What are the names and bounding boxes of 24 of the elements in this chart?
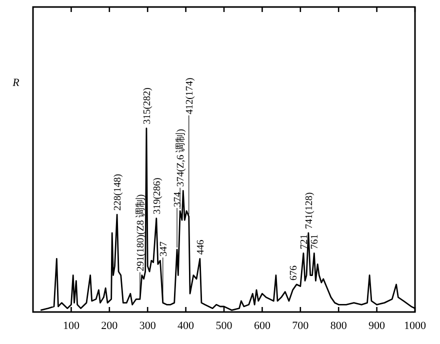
annotation: 228(148) — [112, 174, 124, 211]
annotation: 319(286) — [152, 178, 163, 214]
annotation: 676 — [288, 265, 300, 280]
x-tick-label: 400 — [178, 320, 195, 332]
annotation: 374 — [172, 192, 184, 207]
annotation: 347 — [158, 242, 170, 257]
x-tick-label: 900 — [368, 320, 386, 332]
annotation: 291(180)(Z8 调制) — [134, 194, 146, 272]
annotation: 315(282) — [142, 88, 153, 124]
annotation: 374(Z,6 调制) — [174, 128, 187, 187]
annotation: 721 — [298, 234, 310, 250]
annotation: 741(128) — [304, 192, 315, 229]
x-tick-label: 700 — [292, 320, 310, 332]
x-tick-label: 500 — [216, 320, 233, 332]
annotation: 446 — [195, 240, 206, 255]
x-tick-label: 600 — [254, 320, 271, 332]
x-tick-label: 300 — [139, 320, 156, 332]
x-tick-label: 200 — [101, 320, 118, 332]
y-axis-title: R — [12, 77, 20, 89]
annotation: 412(174) — [184, 78, 196, 114]
annotation: 761 — [310, 234, 321, 250]
x-tick-label: 1000 — [404, 320, 426, 332]
x-tick-label: 800 — [330, 320, 348, 332]
x-tick-label: 100 — [62, 320, 80, 332]
